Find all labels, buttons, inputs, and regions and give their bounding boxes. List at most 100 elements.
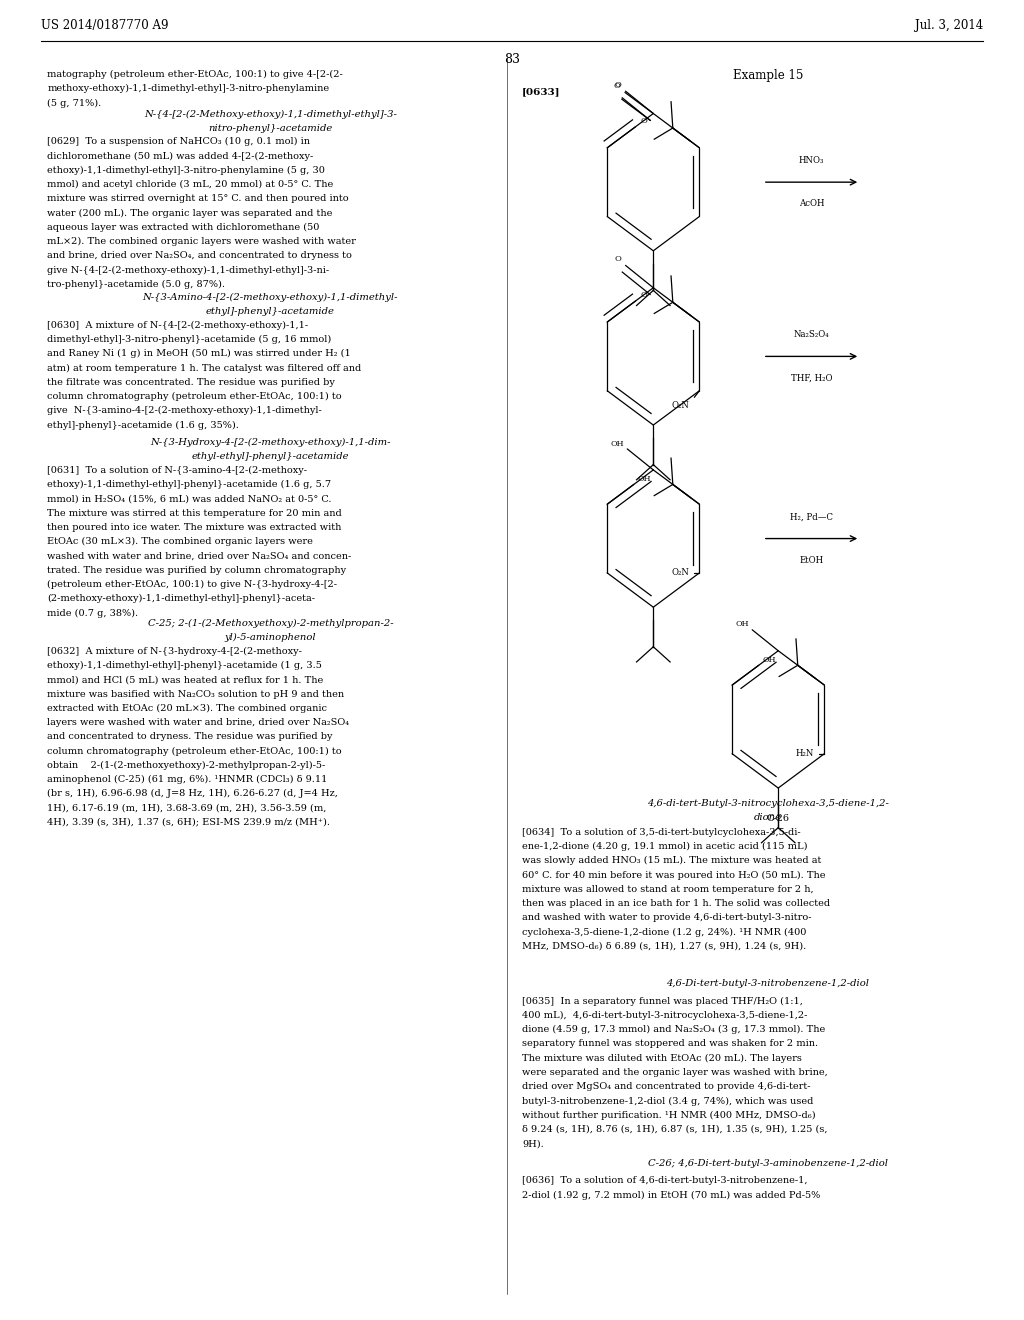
- Text: nitro-phenyl}-acetamide: nitro-phenyl}-acetamide: [208, 124, 333, 133]
- Text: ethoxy)-1,1-dimethyl-ethyl]-3-nitro-phenylamine (5 g, 30: ethoxy)-1,1-dimethyl-ethyl]-3-nitro-phen…: [47, 166, 325, 176]
- Text: without further purification. ¹H NMR (400 MHz, DMSO-d₆): without further purification. ¹H NMR (40…: [522, 1110, 816, 1119]
- Text: O: O: [614, 81, 622, 88]
- Text: OH: OH: [735, 620, 749, 628]
- Text: trated. The residue was purified by column chromatography: trated. The residue was purified by colu…: [47, 566, 346, 574]
- Text: cyclohexa-3,5-diene-1,2-dione (1.2 g, 24%). ¹H NMR (400: cyclohexa-3,5-diene-1,2-dione (1.2 g, 24…: [522, 928, 807, 937]
- Text: extracted with EtOAc (20 mL×3). The combined organic: extracted with EtOAc (20 mL×3). The comb…: [47, 704, 327, 713]
- Text: mide (0.7 g, 38%).: mide (0.7 g, 38%).: [47, 609, 138, 618]
- Text: O: O: [640, 116, 647, 125]
- Text: atm) at room temperature 1 h. The catalyst was filtered off and: atm) at room temperature 1 h. The cataly…: [47, 363, 361, 372]
- Text: EtOH: EtOH: [800, 556, 823, 565]
- Text: The mixture was stirred at this temperature for 20 min and: The mixture was stirred at this temperat…: [47, 508, 342, 517]
- Text: O: O: [614, 255, 622, 263]
- Text: H₂, Pd—C: H₂, Pd—C: [791, 512, 833, 521]
- Text: tro-phenyl}-acetamide (5.0 g, 87%).: tro-phenyl}-acetamide (5.0 g, 87%).: [47, 280, 225, 289]
- Text: ethoxy)-1,1-dimethyl-ethyl]-phenyl}-acetamide (1.6 g, 5.7: ethoxy)-1,1-dimethyl-ethyl]-phenyl}-acet…: [47, 480, 331, 490]
- Text: US 2014/0187770 A9: US 2014/0187770 A9: [41, 18, 169, 32]
- Text: [0633]: [0633]: [522, 87, 561, 96]
- Text: mmol) in H₂SO₄ (15%, 6 mL) was added NaNO₂ at 0-5° C.: mmol) in H₂SO₄ (15%, 6 mL) was added NaN…: [47, 495, 332, 503]
- Text: 83: 83: [504, 53, 520, 66]
- Text: dichloromethane (50 mL) was added 4-[2-(2-methoxy-: dichloromethane (50 mL) was added 4-[2-(…: [47, 152, 313, 161]
- Text: O: O: [640, 290, 647, 300]
- Text: 1H), 6.17-6.19 (m, 1H), 3.68-3.69 (m, 2H), 3.56-3.59 (m,: 1H), 6.17-6.19 (m, 1H), 3.68-3.69 (m, 2H…: [47, 804, 327, 813]
- Text: obtain    2-(1-(2-methoxyethoxy)-2-methylpropan-2-yl)-5-: obtain 2-(1-(2-methoxyethoxy)-2-methylpr…: [47, 760, 326, 770]
- Text: mixture was allowed to stand at room temperature for 2 h,: mixture was allowed to stand at room tem…: [522, 884, 814, 894]
- Text: mixture was basified with Na₂CO₃ solution to pH 9 and then: mixture was basified with Na₂CO₃ solutio…: [47, 689, 344, 698]
- Text: The mixture was diluted with EtOAc (20 mL). The layers: The mixture was diluted with EtOAc (20 m…: [522, 1053, 802, 1063]
- Text: separatory funnel was stoppered and was shaken for 2 min.: separatory funnel was stoppered and was …: [522, 1039, 818, 1048]
- Text: (2-methoxy-ethoxy)-1,1-dimethyl-ethyl]-phenyl}-aceta-: (2-methoxy-ethoxy)-1,1-dimethyl-ethyl]-p…: [47, 594, 315, 603]
- Text: column chromatography (petroleum ether-EtOAc, 100:1) to: column chromatography (petroleum ether-E…: [47, 747, 342, 756]
- Text: mL×2). The combined organic layers were washed with water: mL×2). The combined organic layers were …: [47, 238, 356, 247]
- Text: aminophenol (C-25) (61 mg, 6%). ¹HNMR (CDCl₃) δ 9.11: aminophenol (C-25) (61 mg, 6%). ¹HNMR (C…: [47, 775, 328, 784]
- Text: 4,6-di-tert-Butyl-3-nitrocyclohexa-3,5-diene-1,2-: 4,6-di-tert-Butyl-3-nitrocyclohexa-3,5-d…: [647, 799, 889, 808]
- Text: N-{3-Amino-4-[2-(2-methoxy-ethoxy)-1,1-dimethyl-: N-{3-Amino-4-[2-(2-methoxy-ethoxy)-1,1-d…: [142, 293, 398, 302]
- Text: δ 9.24 (s, 1H), 8.76 (s, 1H), 6.87 (s, 1H), 1.35 (s, 9H), 1.25 (s,: δ 9.24 (s, 1H), 8.76 (s, 1H), 6.87 (s, 1…: [522, 1125, 827, 1134]
- Text: 60° C. for 40 min before it was poured into H₂O (50 mL). The: 60° C. for 40 min before it was poured i…: [522, 870, 825, 879]
- Text: [0631]  To a solution of N-{3-amino-4-[2-(2-methoxy-: [0631] To a solution of N-{3-amino-4-[2-…: [47, 466, 307, 475]
- Text: HNO₃: HNO₃: [799, 156, 824, 165]
- Text: and washed with water to provide 4,6-di-tert-butyl-3-nitro-: and washed with water to provide 4,6-di-…: [522, 913, 812, 923]
- Text: and brine, dried over Na₂SO₄, and concentrated to dryness to: and brine, dried over Na₂SO₄, and concen…: [47, 251, 352, 260]
- Text: yl)-5-aminophenol: yl)-5-aminophenol: [224, 634, 316, 643]
- Text: O: O: [613, 82, 621, 91]
- Text: (br s, 1H), 6.96-6.98 (d, J=8 Hz, 1H), 6.26-6.27 (d, J=4 Hz,: (br s, 1H), 6.96-6.98 (d, J=8 Hz, 1H), 6…: [47, 789, 338, 799]
- Text: N-{4-[2-(2-Methoxy-ethoxy)-1,1-dimethyl-ethyl]-3-: N-{4-[2-(2-Methoxy-ethoxy)-1,1-dimethyl-…: [144, 110, 396, 119]
- Text: (petroleum ether-EtOAc, 100:1) to give N-{3-hydroxy-4-[2-: (petroleum ether-EtOAc, 100:1) to give N…: [47, 579, 337, 589]
- Text: EtOAc (30 mL×3). The combined organic layers were: EtOAc (30 mL×3). The combined organic la…: [47, 537, 313, 546]
- Text: butyl-3-nitrobenzene-1,2-diol (3.4 g, 74%), which was used: butyl-3-nitrobenzene-1,2-diol (3.4 g, 74…: [522, 1097, 814, 1106]
- Text: [0632]  A mixture of N-{3-hydroxy-4-[2-(2-methoxy-: [0632] A mixture of N-{3-hydroxy-4-[2-(2…: [47, 647, 302, 656]
- Text: matography (petroleum ether-EtOAc, 100:1) to give 4-[2-(2-: matography (petroleum ether-EtOAc, 100:1…: [47, 70, 343, 79]
- Text: ethyl]-phenyl}-acetamide: ethyl]-phenyl}-acetamide: [206, 308, 335, 317]
- Text: dimethyl-ethyl]-3-nitro-phenyl}-acetamide (5 g, 16 mmol): dimethyl-ethyl]-3-nitro-phenyl}-acetamid…: [47, 335, 332, 345]
- Text: C-25; 2-(1-(2-Methoxyethoxy)-2-methylpropan-2-: C-25; 2-(1-(2-Methoxyethoxy)-2-methylpro…: [147, 619, 393, 628]
- Text: O₂N: O₂N: [672, 401, 689, 411]
- Text: mmol) and HCl (5 mL) was heated at reflux for 1 h. The: mmol) and HCl (5 mL) was heated at reflu…: [47, 676, 324, 684]
- Text: and concentrated to dryness. The residue was purified by: and concentrated to dryness. The residue…: [47, 733, 333, 742]
- Text: were separated and the organic layer was washed with brine,: were separated and the organic layer was…: [522, 1068, 828, 1077]
- Text: methoxy-ethoxy)-1,1-dimethyl-ethyl]-3-nitro-phenylamine: methoxy-ethoxy)-1,1-dimethyl-ethyl]-3-ni…: [47, 84, 330, 94]
- Text: water (200 mL). The organic layer was separated and the: water (200 mL). The organic layer was se…: [47, 209, 333, 218]
- Text: mmol) and acetyl chloride (3 mL, 20 mmol) at 0-5° C. The: mmol) and acetyl chloride (3 mL, 20 mmol…: [47, 180, 334, 189]
- Text: then was placed in an ice bath for 1 h. The solid was collected: then was placed in an ice bath for 1 h. …: [522, 899, 830, 908]
- Text: 4H), 3.39 (s, 3H), 1.37 (s, 6H); ESI-MS 239.9 m/z (MH⁺).: 4H), 3.39 (s, 3H), 1.37 (s, 6H); ESI-MS …: [47, 818, 330, 826]
- Text: was slowly added HNO₃ (15 mL). The mixture was heated at: was slowly added HNO₃ (15 mL). The mixtu…: [522, 857, 821, 866]
- Text: give N-{4-[2-(2-methoxy-ethoxy)-1,1-dimethyl-ethyl]-3-ni-: give N-{4-[2-(2-methoxy-ethoxy)-1,1-dime…: [47, 265, 330, 275]
- Text: dione (4.59 g, 17.3 mmol) and Na₂S₂O₄ (3 g, 17.3 mmol). The: dione (4.59 g, 17.3 mmol) and Na₂S₂O₄ (3…: [522, 1026, 825, 1035]
- Text: OH: OH: [762, 656, 776, 664]
- Text: 2-diol (1.92 g, 7.2 mmol) in EtOH (70 mL) was added Pd-5%: 2-diol (1.92 g, 7.2 mmol) in EtOH (70 mL…: [522, 1191, 820, 1200]
- Text: ethoxy)-1,1-dimethyl-ethyl]-phenyl}-acetamide (1 g, 3.5: ethoxy)-1,1-dimethyl-ethyl]-phenyl}-acet…: [47, 661, 322, 671]
- Text: OH: OH: [610, 440, 624, 447]
- Text: [0629]  To a suspension of NaHCO₃ (10 g, 0.1 mol) in: [0629] To a suspension of NaHCO₃ (10 g, …: [47, 137, 310, 147]
- Text: Na₂S₂O₄: Na₂S₂O₄: [794, 330, 829, 339]
- Text: layers were washed with water and brine, dried over Na₂SO₄: layers were washed with water and brine,…: [47, 718, 349, 727]
- Text: H₂N: H₂N: [796, 750, 814, 758]
- Text: [0630]  A mixture of N-{4-[2-(2-methoxy-ethoxy)-1,1-: [0630] A mixture of N-{4-[2-(2-methoxy-e…: [47, 321, 308, 330]
- Text: ethyl-ethyl]-phenyl}-acetamide: ethyl-ethyl]-phenyl}-acetamide: [191, 453, 349, 462]
- Text: give  N-{3-amino-4-[2-(2-methoxy-ethoxy)-1,1-dimethyl-: give N-{3-amino-4-[2-(2-methoxy-ethoxy)-…: [47, 407, 322, 416]
- Text: OH: OH: [637, 475, 651, 483]
- Text: C-26; 4,6-Di-tert-butyl-3-aminobenzene-1,2-diol: C-26; 4,6-Di-tert-butyl-3-aminobenzene-1…: [648, 1159, 888, 1168]
- Text: N-{3-Hydroxy-4-[2-(2-methoxy-ethoxy)-1,1-dim-: N-{3-Hydroxy-4-[2-(2-methoxy-ethoxy)-1,1…: [151, 438, 390, 447]
- Text: Jul. 3, 2014: Jul. 3, 2014: [914, 18, 983, 32]
- Text: AcOH: AcOH: [799, 199, 824, 209]
- Text: ene-1,2-dione (4.20 g, 19.1 mmol) in acetic acid (115 mL): ene-1,2-dione (4.20 g, 19.1 mmol) in ace…: [522, 842, 808, 851]
- Text: mixture was stirred overnight at 15° C. and then poured into: mixture was stirred overnight at 15° C. …: [47, 194, 349, 203]
- Text: [0634]  To a solution of 3,5-di-tert-butylcyclohexa-3,5-di-: [0634] To a solution of 3,5-di-tert-buty…: [522, 828, 801, 837]
- Text: dried over MgSO₄ and concentrated to provide 4,6-di-tert-: dried over MgSO₄ and concentrated to pro…: [522, 1082, 811, 1092]
- Text: washed with water and brine, dried over Na₂SO₄ and concen-: washed with water and brine, dried over …: [47, 552, 351, 561]
- Text: column chromatography (petroleum ether-EtOAc, 100:1) to: column chromatography (petroleum ether-E…: [47, 392, 342, 401]
- Text: and Raney Ni (1 g) in MeOH (50 mL) was stirred under H₂ (1: and Raney Ni (1 g) in MeOH (50 mL) was s…: [47, 350, 351, 359]
- Text: THF, H₂O: THF, H₂O: [791, 374, 833, 383]
- Text: the filtrate was concentrated. The residue was purified by: the filtrate was concentrated. The resid…: [47, 378, 335, 387]
- Text: aqueous layer was extracted with dichloromethane (50: aqueous layer was extracted with dichlor…: [47, 223, 319, 232]
- Text: Example 15: Example 15: [733, 69, 803, 82]
- Text: 4,6-Di-tert-butyl-3-nitrobenzene-1,2-diol: 4,6-Di-tert-butyl-3-nitrobenzene-1,2-dio…: [667, 979, 869, 989]
- Text: 400 mL),  4,6-di-tert-butyl-3-nitrocyclohexa-3,5-diene-1,2-: 400 mL), 4,6-di-tert-butyl-3-nitrocycloh…: [522, 1011, 808, 1020]
- Text: ethyl]-phenyl}-acetamide (1.6 g, 35%).: ethyl]-phenyl}-acetamide (1.6 g, 35%).: [47, 421, 239, 430]
- Text: 9H).: 9H).: [522, 1139, 544, 1148]
- Text: [0635]  In a separatory funnel was placed THF/H₂O (1:1,: [0635] In a separatory funnel was placed…: [522, 997, 803, 1006]
- Text: then poured into ice water. The mixture was extracted with: then poured into ice water. The mixture …: [47, 523, 341, 532]
- Text: (5 g, 71%).: (5 g, 71%).: [47, 99, 101, 108]
- Text: MHz, DMSO-d₆) δ 6.89 (s, 1H), 1.27 (s, 9H), 1.24 (s, 9H).: MHz, DMSO-d₆) δ 6.89 (s, 1H), 1.27 (s, 9…: [522, 941, 807, 950]
